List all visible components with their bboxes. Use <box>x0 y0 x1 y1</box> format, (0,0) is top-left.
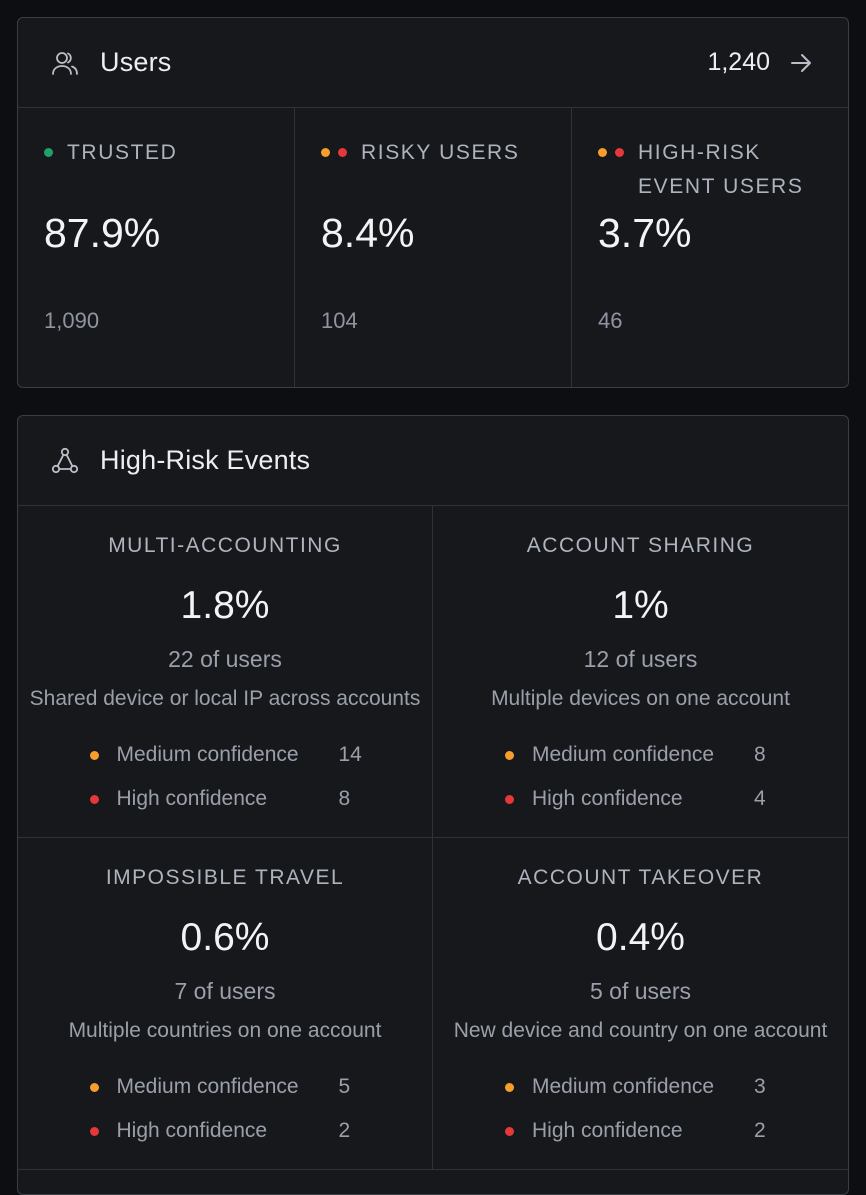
status-dots <box>321 148 347 157</box>
high-risk-events-card: High-Risk Events MULTI-ACCOUNTING 1.8% 2… <box>17 415 849 1195</box>
confidence-label: Medium confidence <box>532 743 715 766</box>
medium-dot <box>505 1082 514 1092</box>
trusted-dot <box>44 148 53 157</box>
confidence-count: 8 <box>338 787 351 810</box>
medium-dot <box>89 1082 99 1092</box>
event-description: Shared device or local IP across account… <box>29 687 421 710</box>
high-dot <box>505 1126 514 1136</box>
confidence-list: Medium confidence 3 High confidence 2 <box>505 1065 776 1153</box>
confidence-count: 3 <box>754 1075 766 1098</box>
event-multi-accounting[interactable]: MULTI-ACCOUNTING 1.8% 22 of users Shared… <box>18 506 433 838</box>
confidence-label: High confidence <box>532 1119 683 1142</box>
high-dot <box>505 794 514 804</box>
event-account-takeover[interactable]: ACCOUNT TAKEOVER 0.4% 5 of users New dev… <box>433 838 848 1170</box>
medium-confidence-row: Medium confidence 14 <box>89 733 362 777</box>
event-percentage: 0.6% <box>180 916 270 959</box>
high-confidence-row: High confidence 2 <box>89 1109 361 1153</box>
high-confidence-row: High confidence 8 <box>89 777 361 821</box>
high-confidence-row: High confidence 2 <box>505 1109 776 1153</box>
network-icon <box>50 446 80 476</box>
event-users: 5 of users <box>590 978 691 1004</box>
high-confidence-row: High confidence 4 <box>505 777 776 821</box>
stat-high-risk-event-users: HIGH-RISK EVENT USERS 3.7% 46 <box>572 108 848 387</box>
status-dots <box>44 148 53 157</box>
stat-label: RISKY USERS <box>361 141 520 164</box>
stat-label-line-2: EVENT USERS <box>638 175 804 198</box>
event-title: ACCOUNT TAKEOVER <box>517 866 764 889</box>
events-title: High-Risk Events <box>100 445 311 475</box>
stat-count: 104 <box>321 308 358 333</box>
medium-dot <box>505 750 514 760</box>
confidence-label: Medium confidence <box>532 1075 715 1098</box>
confidence-label: High confidence <box>116 787 268 810</box>
stat-count: 46 <box>598 308 623 333</box>
confidence-label: High confidence <box>532 787 683 810</box>
high-dot <box>89 1126 99 1136</box>
confidence-list: Medium confidence 14 High confidence 8 <box>89 733 362 821</box>
stat-percentage: 8.4% <box>321 210 415 256</box>
event-description: New device and country on one account <box>453 1019 828 1042</box>
confidence-label: Medium confidence <box>116 743 299 766</box>
event-percentage: 0.4% <box>596 916 685 959</box>
users-header[interactable]: Users 1,240 <box>18 18 848 108</box>
event-percentage: 1% <box>612 584 669 627</box>
confidence-list: Medium confidence 5 High confidence 2 <box>89 1065 361 1153</box>
medium-dot <box>598 148 607 157</box>
event-users: 7 of users <box>174 978 276 1004</box>
medium-dot <box>89 750 99 760</box>
high-dot <box>338 148 347 157</box>
medium-confidence-row: Medium confidence 8 <box>505 733 776 777</box>
stat-percentage: 87.9% <box>44 210 161 256</box>
stat-label: TRUSTED <box>67 141 178 164</box>
high-dot <box>89 794 99 804</box>
confidence-label: High confidence <box>116 1119 268 1142</box>
stat-count: 1,090 <box>44 308 100 333</box>
medium-confidence-row: Medium confidence 3 <box>505 1065 776 1109</box>
confidence-count: 4 <box>754 787 766 810</box>
event-account-sharing[interactable]: ACCOUNT SHARING 1% 12 of users Multiple … <box>433 506 848 838</box>
event-users: 12 of users <box>583 646 698 672</box>
confidence-count: 14 <box>338 743 362 766</box>
confidence-count: 2 <box>338 1119 351 1142</box>
event-description: Multiple devices on one account <box>491 687 790 710</box>
stat-label-line-1: HIGH-RISK <box>638 141 761 164</box>
confidence-count: 2 <box>754 1119 766 1142</box>
users-title: Users <box>100 47 172 77</box>
users-total: 1,240 <box>707 48 770 76</box>
high-dot <box>615 148 624 157</box>
confidence-label: Medium confidence <box>116 1075 299 1098</box>
event-description: Multiple countries on one account <box>68 1019 382 1042</box>
users-icon <box>50 48 80 78</box>
confidence-count: 5 <box>338 1075 351 1098</box>
status-dots <box>598 148 624 157</box>
event-percentage: 1.8% <box>180 584 270 627</box>
event-impossible-travel[interactable]: IMPOSSIBLE TRAVEL 0.6% 7 of users Multip… <box>18 838 433 1170</box>
confidence-count: 8 <box>754 743 766 766</box>
stat-percentage: 3.7% <box>598 210 692 256</box>
event-title: IMPOSSIBLE TRAVEL <box>105 866 345 889</box>
events-header: High-Risk Events <box>18 416 848 506</box>
arrow-right-icon[interactable] <box>788 49 816 77</box>
stat-risky-users: RISKY USERS 8.4% 104 <box>295 108 572 387</box>
medium-confidence-row: Medium confidence 5 <box>89 1065 361 1109</box>
event-users: 22 of users <box>168 646 282 672</box>
medium-dot <box>321 148 330 157</box>
event-title: MULTI-ACCOUNTING <box>108 534 342 557</box>
confidence-list: Medium confidence 8 High confidence 4 <box>505 733 776 821</box>
event-title: ACCOUNT SHARING <box>526 534 755 557</box>
stat-trusted: TRUSTED 87.9% 1,090 <box>18 108 295 387</box>
users-card: Users 1,240 TRUSTED 87.9% 1,090 <box>17 17 849 388</box>
